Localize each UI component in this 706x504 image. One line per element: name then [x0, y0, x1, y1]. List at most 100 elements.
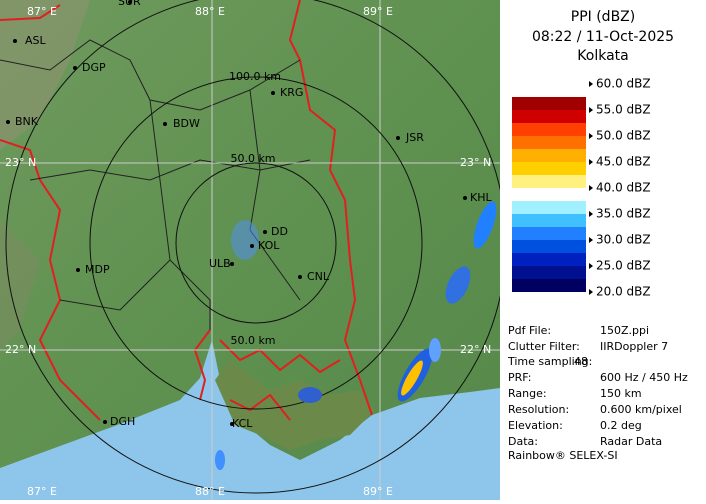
place-label: SUR — [118, 0, 141, 8]
grid-label: 23° N — [460, 156, 491, 169]
legend-label: 60.0 dBZ — [596, 77, 651, 91]
grid-label: 87° E — [27, 485, 57, 498]
echoes — [215, 201, 497, 470]
place-dot — [271, 91, 275, 95]
place-dot — [396, 136, 400, 140]
grid-label: 22° N — [5, 343, 36, 356]
info-value: 0.2 deg — [600, 419, 642, 432]
legend-swatch — [512, 84, 586, 97]
info-label: PRF: — [508, 371, 531, 384]
grid-label: 23° N — [5, 156, 36, 169]
info-label: Range: — [508, 387, 547, 400]
place-dot — [250, 244, 254, 248]
grid-label: 88° E — [195, 485, 225, 498]
info-value: 150 km — [600, 387, 642, 400]
legend-swatch — [512, 266, 586, 279]
place-dot — [13, 39, 17, 43]
place-dot — [163, 122, 167, 126]
legend-label: 35.0 dBZ — [596, 207, 651, 221]
place-label: KOL — [258, 239, 280, 252]
place-label: DD — [271, 225, 288, 238]
info-value: Radar Data — [600, 435, 662, 448]
legend-swatch — [512, 136, 586, 149]
place-label: ULB — [209, 257, 231, 270]
map — [0, 0, 507, 500]
place-dot — [263, 230, 267, 234]
legend-swatch — [512, 149, 586, 162]
info-value: 48 — [574, 355, 588, 368]
info-label: Elevation: — [508, 419, 563, 432]
grid-label: 87° E — [27, 5, 57, 18]
place-label: BNK — [15, 115, 39, 128]
place-dot — [73, 66, 77, 70]
info-label: Clutter Filter: — [508, 340, 580, 353]
legend-label: 30.0 dBZ — [596, 233, 651, 247]
hills — [0, 0, 90, 150]
legend-swatch — [512, 214, 586, 227]
legend-arrow — [589, 211, 593, 217]
info-value: 150Z.ppi — [600, 324, 649, 337]
place-label: CNL — [307, 270, 330, 283]
place-dot — [230, 262, 234, 266]
grid-label: 22° N — [460, 343, 491, 356]
grid-label: 88° E — [195, 5, 225, 18]
legend-label: 45.0 dBZ — [596, 155, 651, 169]
legend-swatch — [512, 188, 586, 201]
ring-label: 50.0 km — [230, 152, 275, 165]
place-dot — [230, 422, 234, 426]
legend-swatch — [512, 162, 586, 175]
place-dot — [128, 0, 132, 4]
sea — [0, 340, 500, 500]
place-label: KHL — [470, 191, 492, 204]
legend-swatch — [512, 110, 586, 123]
info-value: 600 Hz / 450 Hz — [600, 371, 688, 384]
legend-swatch — [512, 97, 586, 110]
legend-arrow — [589, 81, 593, 87]
legend-arrow — [589, 185, 593, 191]
districts — [0, 39, 311, 330]
legend-arrow — [589, 159, 593, 165]
ring-label: 50.0 km — [230, 334, 275, 347]
title: PPI (dBZ) — [571, 9, 635, 25]
place-label: BDW — [173, 117, 200, 130]
info-value: IIRDoppler 7 — [600, 340, 668, 353]
legend-swatch — [512, 123, 586, 136]
info-value: 0.600 km/pixel — [600, 403, 682, 416]
hills — [0, 220, 40, 350]
place-label: KCL — [232, 417, 253, 430]
legend-arrow — [589, 289, 593, 295]
legend-swatch — [512, 201, 586, 214]
legend-arrow — [589, 107, 593, 113]
place-dot — [298, 275, 302, 279]
place-label: JSR — [405, 131, 424, 144]
place-dot — [6, 120, 10, 124]
info-label: Data: — [508, 435, 538, 448]
place-label: KRG — [280, 86, 303, 99]
legend-swatch — [512, 175, 586, 188]
place-label: MDP — [85, 263, 110, 276]
place-label: DGP — [82, 61, 106, 74]
grid-label: 89° E — [363, 485, 393, 498]
legend-swatch — [512, 279, 586, 292]
legend-arrow — [589, 263, 593, 269]
footer: Rainbow® SELEX-SI — [508, 449, 618, 462]
grid-label: 89° E — [363, 5, 393, 18]
timestamp: 08:22 / 11-Oct-2025 — [532, 29, 674, 45]
legend-swatch — [512, 253, 586, 266]
place-label: DGH — [110, 415, 135, 428]
legend-label: 25.0 dBZ — [596, 259, 651, 273]
legend-label: 50.0 dBZ — [596, 129, 651, 143]
ring-label: 100.0 km — [229, 70, 281, 83]
legend-swatch — [512, 240, 586, 253]
sundarbans — [215, 360, 375, 450]
legend-arrow — [589, 133, 593, 139]
legend-swatch — [512, 227, 586, 240]
legend-label: 40.0 dBZ — [596, 181, 651, 195]
legend-label: 20.0 dBZ — [596, 285, 651, 299]
info-label: Time sampling: — [507, 355, 592, 368]
place-label: ASL — [25, 34, 47, 47]
info-label: Pdf File: — [508, 324, 551, 337]
station: Kolkata — [577, 48, 628, 64]
place-dot — [463, 196, 467, 200]
